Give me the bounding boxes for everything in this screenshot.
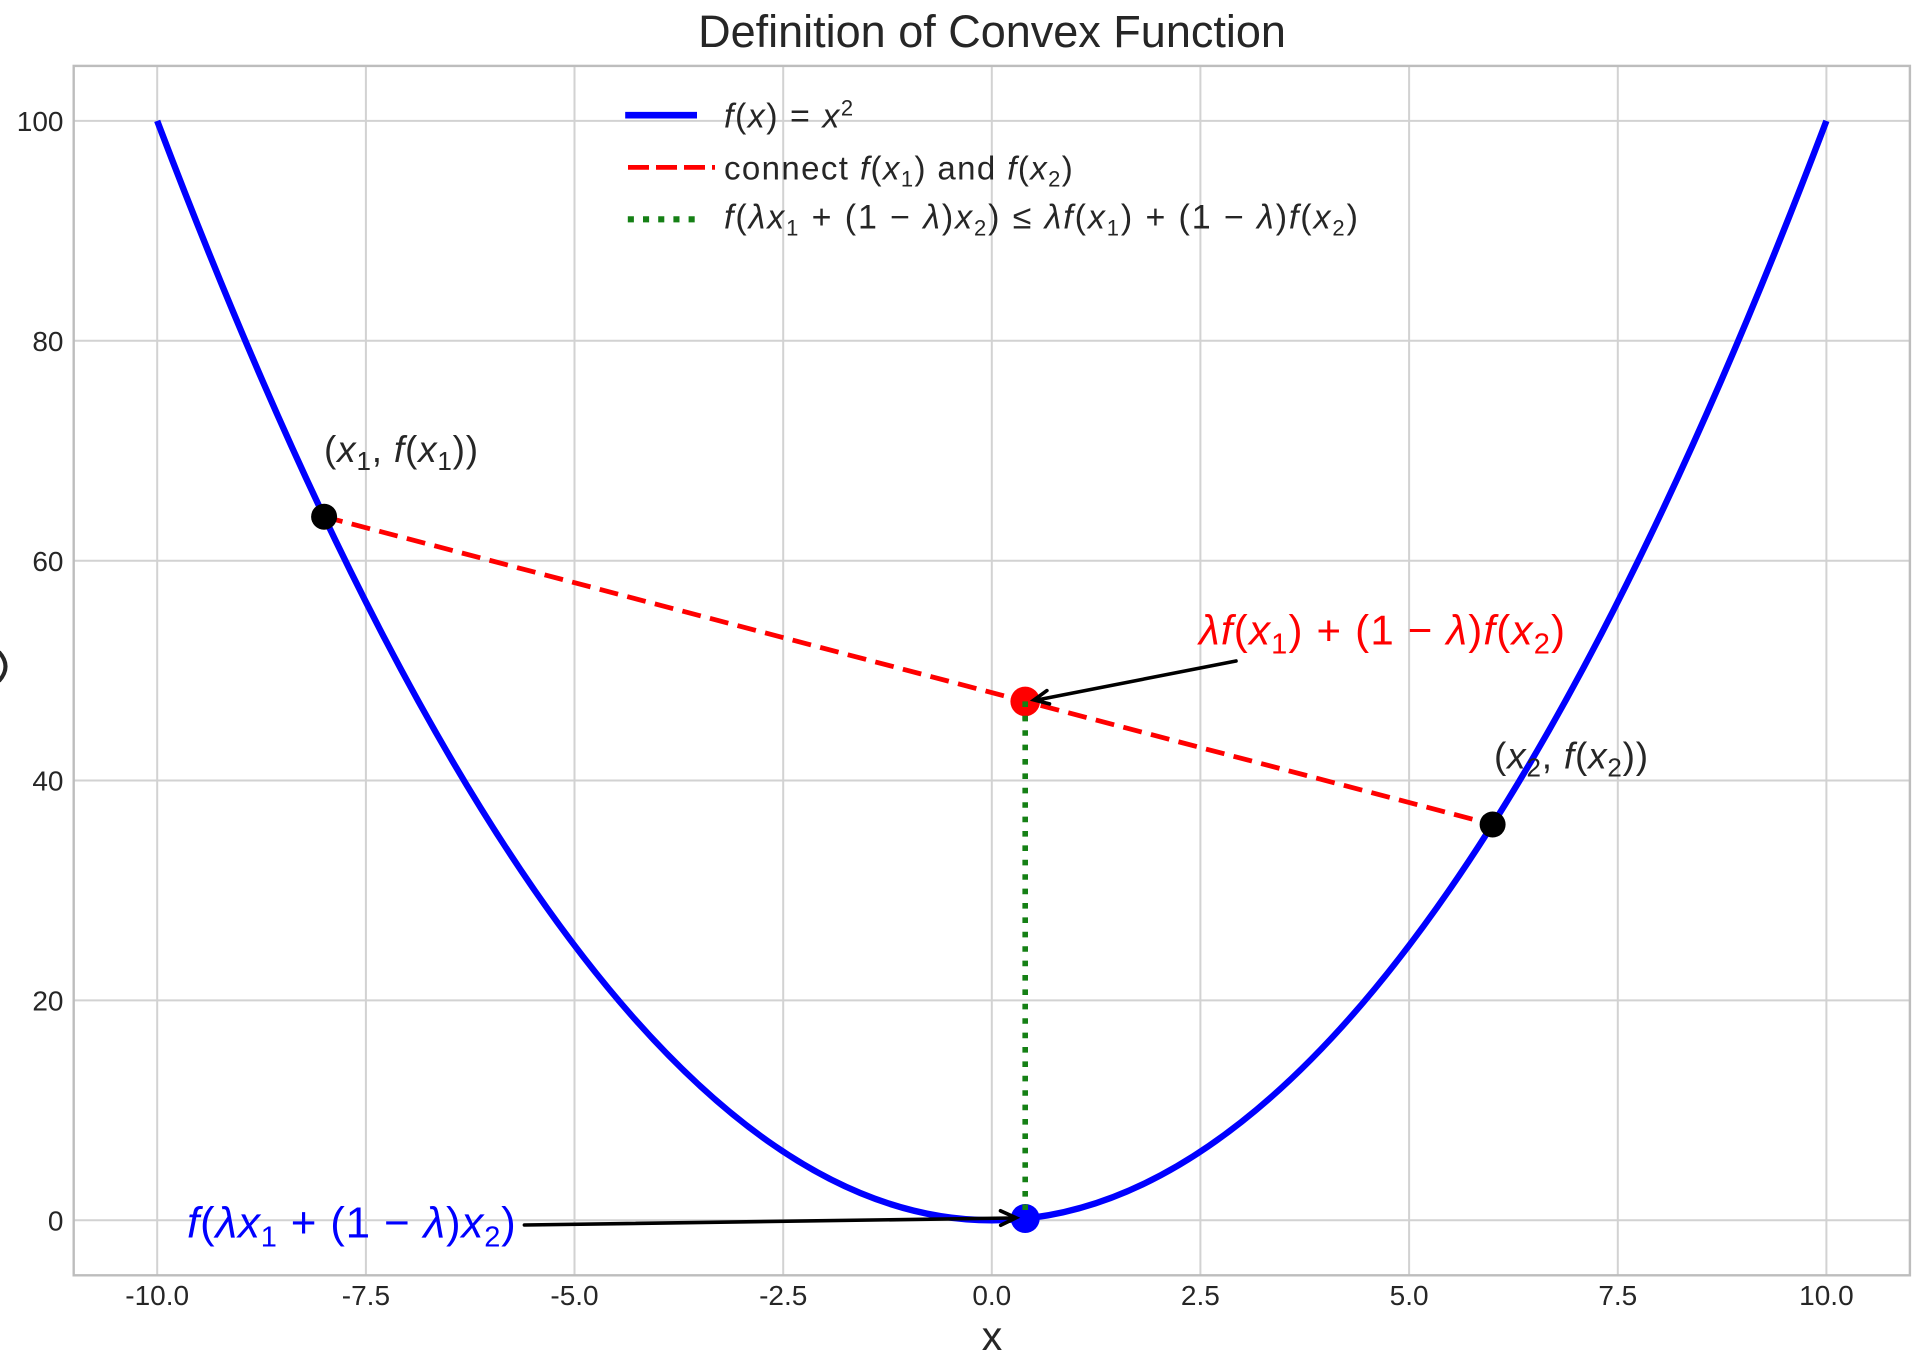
svg-text:(x1, f(x1)): (x1, f(x1)) [324,429,479,476]
svg-text:0.0: 0.0 [972,1280,1011,1311]
svg-text:x: x [982,1313,1003,1359]
svg-text:2.5: 2.5 [1181,1280,1220,1311]
svg-text:connect f(x1) and f(x2): connect f(x1) and f(x2) [724,149,1074,191]
svg-text:-10.0: -10.0 [125,1280,189,1311]
svg-text:-2.5: -2.5 [759,1280,807,1311]
svg-text:80: 80 [32,326,63,357]
svg-text:Definition of Convex Function: Definition of Convex Function [698,6,1286,57]
svg-text:20: 20 [32,986,63,1017]
svg-text:-7.5: -7.5 [342,1280,390,1311]
svg-text:7.5: 7.5 [1598,1280,1637,1311]
svg-text:10.0: 10.0 [1799,1280,1854,1311]
svg-text:f(λx1 + (1 − λ)x2) ≤ λf(x1) +: f(λx1 + (1 − λ)x2) ≤ λf(x1) + (1 − λ)f(x… [724,199,1360,241]
svg-text:-5.0: -5.0 [550,1280,598,1311]
svg-text:λf(x1) + (1 − λ)f(x2): λf(x1) + (1 − λ)f(x2) [1197,607,1566,661]
svg-text:f(λx1 + (1 − λ)x2): f(λx1 + (1 − λ)x2) [187,1199,517,1254]
svg-text:0: 0 [48,1205,64,1236]
svg-text:60: 60 [32,546,63,577]
svg-text:f(x) = x2: f(x) = x2 [724,95,855,135]
svg-text:100: 100 [17,106,64,137]
svg-text:(x2, f(x2)): (x2, f(x2)) [1494,736,1649,783]
svg-text:40: 40 [32,766,63,797]
svg-text:5.0: 5.0 [1390,1280,1429,1311]
